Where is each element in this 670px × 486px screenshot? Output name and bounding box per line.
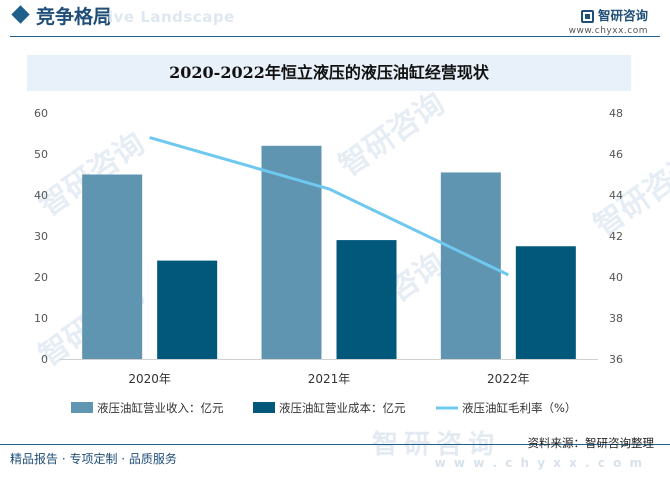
source-note: 资料来源：智研咨询整理 xyxy=(527,436,655,450)
footer-url: w w w . c h y x x . c o m xyxy=(434,456,644,470)
legend-swatch xyxy=(253,402,275,413)
left-tick-label: 10 xyxy=(34,312,48,325)
legend-label: 液压油缸营业收入：亿元 xyxy=(97,401,224,415)
x-tick-label: 2022年 xyxy=(487,372,530,386)
left-tick-label: 50 xyxy=(34,148,48,161)
ghost-english-text: ive Landscape xyxy=(108,8,235,26)
left-tick-label: 30 xyxy=(34,230,48,243)
left-axis-ticks: 0 10 20 30 40 50 60 xyxy=(34,107,48,366)
bar xyxy=(515,246,576,359)
line-series xyxy=(149,136,509,277)
chart-title: 2020-2022年恒立液压的液压油缸经营现状 xyxy=(169,63,489,82)
left-tick-label: 60 xyxy=(34,107,48,120)
footer-slogan: 精品报告 · 专项定制 · 品质服务 xyxy=(10,452,177,466)
brand-url: www.chyxx.com xyxy=(568,26,648,36)
x-tick-label: 2020年 xyxy=(128,372,171,386)
section-title: 竞争格局 xyxy=(36,6,113,28)
footer-ghost-text: 智研咨询 xyxy=(371,430,500,460)
bar xyxy=(157,260,218,359)
legend: 液压油缸营业收入：亿元 液压油缸营业成本：亿元 液压油缸毛利率（%） xyxy=(71,401,576,415)
right-tick-label: 46 xyxy=(609,148,623,161)
legend-label: 液压油缸营业成本：亿元 xyxy=(279,401,406,415)
right-tick-label: 36 xyxy=(609,353,623,366)
brand-logo-icon xyxy=(580,10,594,23)
brand-name: 智研咨询 xyxy=(597,8,648,23)
left-tick-label: 20 xyxy=(34,271,48,284)
x-axis-labels: 2020年 2021年 2022年 xyxy=(128,372,529,386)
right-axis-ticks: 36 38 40 42 44 46 48 xyxy=(609,107,623,366)
x-tick-label: 2021年 xyxy=(308,372,351,386)
header-divider xyxy=(10,36,660,37)
page-footer: 智研咨询 精品报告 · 专项定制 · 品质服务 资料来源：智研咨询整理 w w … xyxy=(0,430,670,486)
brand: 智研咨询 xyxy=(580,5,648,24)
legend-swatch xyxy=(71,402,93,413)
bars xyxy=(82,145,576,359)
chart-title-box: 2020-2022年恒立液压的液压油缸经营现状 xyxy=(27,55,631,91)
legend-label: 液压油缸毛利率（%） xyxy=(462,401,576,415)
footer-divider xyxy=(0,444,670,445)
bar xyxy=(336,240,397,359)
right-tick-label: 44 xyxy=(609,189,623,202)
left-tick-label: 40 xyxy=(34,189,48,202)
bar xyxy=(261,145,322,359)
right-tick-label: 40 xyxy=(609,271,623,284)
right-tick-label: 42 xyxy=(609,230,623,243)
bar xyxy=(82,174,143,359)
page-header: 竞争格局 ive Landscape 智研咨询 www.chyxx.com xyxy=(0,0,670,42)
left-tick-label: 0 xyxy=(41,353,48,366)
right-tick-label: 48 xyxy=(609,107,623,120)
right-tick-label: 38 xyxy=(609,312,623,325)
